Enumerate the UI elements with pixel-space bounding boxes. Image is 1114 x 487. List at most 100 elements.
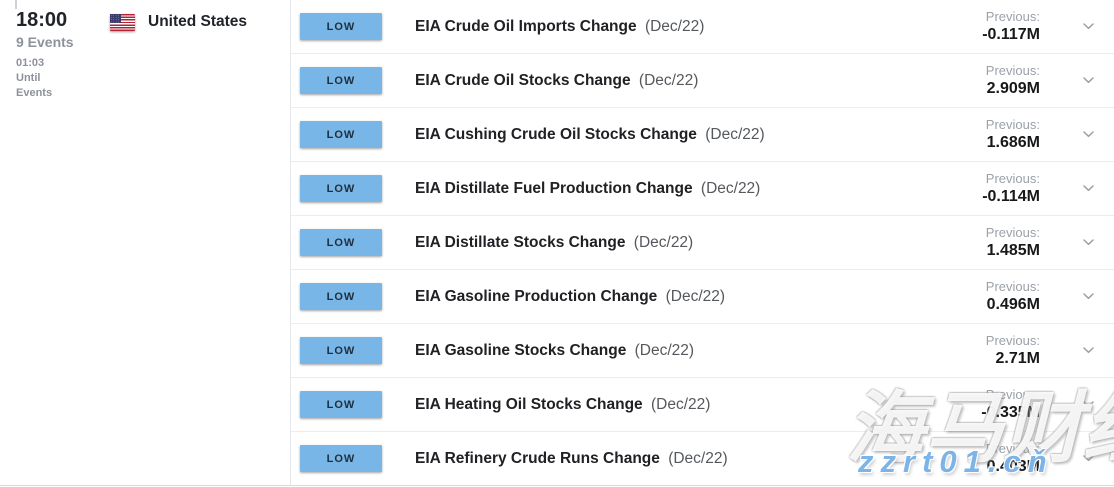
event-title: EIA Heating Oil Stocks Change xyxy=(415,395,643,413)
event-row[interactable]: LOW EIA Gasoline Stocks Change (Dec/22) … xyxy=(291,324,1114,378)
expand-row-button[interactable] xyxy=(1062,239,1114,246)
event-title-wrap: EIA Refinery Crude Runs Change (Dec/22) xyxy=(415,450,728,468)
impact-badge: LOW xyxy=(300,283,382,310)
previous-value: -0.114M xyxy=(982,188,1040,205)
event-period: (Dec/22) xyxy=(634,341,695,359)
impact-badge: LOW xyxy=(300,175,382,202)
event-row[interactable]: LOW EIA Cushing Crude Oil Stocks Change … xyxy=(291,108,1114,162)
impact-badge: LOW xyxy=(300,391,382,418)
event-title: EIA Gasoline Stocks Change xyxy=(415,341,627,359)
previous-block: Previous: 1.485M xyxy=(986,225,1062,260)
countdown-time: 01:03 xyxy=(16,57,45,69)
events-count: 9 Events xyxy=(16,34,74,50)
previous-value: 1.485M xyxy=(986,242,1040,259)
event-title: EIA Cushing Crude Oil Stocks Change xyxy=(415,125,697,143)
impact-badge: LOW xyxy=(300,229,382,256)
chevron-down-icon xyxy=(1082,77,1094,84)
event-title: EIA Distillate Stocks Change xyxy=(415,233,626,251)
previous-block: Previous: 1.686M xyxy=(986,117,1062,152)
event-title: EIA Distillate Fuel Production Change xyxy=(415,179,693,197)
event-title-wrap: EIA Gasoline Stocks Change (Dec/22) xyxy=(415,342,694,360)
event-period: (Dec/22) xyxy=(668,449,728,467)
previous-label: Previous: xyxy=(985,387,1040,402)
previous-label: Previous: xyxy=(985,225,1040,240)
event-title-wrap: EIA Distillate Fuel Production Change (D… xyxy=(415,180,760,198)
impact-badge: LOW xyxy=(300,121,382,148)
previous-value: 2.909M xyxy=(986,80,1040,97)
previous-label: Previous: xyxy=(985,441,1040,456)
impact-badge: LOW xyxy=(300,67,382,94)
event-title: EIA Refinery Crude Runs Change xyxy=(415,449,660,467)
previous-block: Previous: 0.496M xyxy=(986,279,1062,314)
event-title: EIA Crude Oil Stocks Change xyxy=(415,71,631,89)
expand-row-button[interactable] xyxy=(1062,77,1114,84)
event-title-wrap: EIA Cushing Crude Oil Stocks Change (Dec… xyxy=(415,126,765,144)
us-flag-icon xyxy=(110,13,135,31)
expand-row-button[interactable] xyxy=(1062,401,1114,408)
previous-value: 0.403M xyxy=(986,458,1040,475)
previous-block: Previous: -0.335M xyxy=(981,387,1062,422)
previous-block: Previous: 2.71M xyxy=(986,333,1062,368)
event-row[interactable]: LOW EIA Distillate Stocks Change (Dec/22… xyxy=(291,216,1114,270)
event-title-wrap: EIA Crude Oil Imports Change (Dec/22) xyxy=(415,18,704,36)
event-period: (Dec/22) xyxy=(665,287,726,305)
countdown-events-label: Events xyxy=(16,87,53,99)
expand-row-button[interactable] xyxy=(1062,347,1114,354)
event-period: (Dec/22) xyxy=(633,233,694,251)
events-list: LOW EIA Crude Oil Imports Change (Dec/22… xyxy=(291,0,1114,486)
impact-badge: LOW xyxy=(300,445,382,472)
expand-row-button[interactable] xyxy=(1062,293,1114,300)
timeline-tick xyxy=(15,0,17,9)
previous-value: -0.117M xyxy=(982,26,1040,43)
expand-row-button[interactable] xyxy=(1062,23,1114,30)
country-name: United States xyxy=(148,13,248,30)
previous-label: Previous: xyxy=(985,117,1040,132)
chevron-down-icon xyxy=(1082,293,1094,300)
event-row[interactable]: LOW EIA Refinery Crude Runs Change (Dec/… xyxy=(291,432,1114,486)
event-row[interactable]: LOW EIA Crude Oil Stocks Change (Dec/22)… xyxy=(291,54,1114,108)
chevron-down-icon xyxy=(1082,347,1094,354)
event-period: (Dec/22) xyxy=(638,71,699,89)
expand-row-button[interactable] xyxy=(1062,455,1114,462)
chevron-down-icon xyxy=(1082,455,1094,462)
previous-value: -0.335M xyxy=(981,404,1040,421)
impact-badge: LOW xyxy=(300,13,382,40)
chevron-down-icon xyxy=(1082,131,1094,138)
previous-block: Previous: -0.117M xyxy=(982,9,1062,44)
previous-value: 1.686M xyxy=(986,134,1040,151)
event-period: (Dec/22) xyxy=(650,395,711,413)
country-header: United States xyxy=(110,13,247,31)
previous-value: 0.496M xyxy=(986,296,1040,313)
previous-block: Previous: 0.403M xyxy=(986,441,1062,476)
previous-value: 2.71M xyxy=(995,350,1040,367)
event-title-wrap: EIA Gasoline Production Change (Dec/22) xyxy=(415,288,725,306)
event-period: (Dec/22) xyxy=(705,125,765,143)
event-title-wrap: EIA Heating Oil Stocks Change (Dec/22) xyxy=(415,396,710,414)
event-period: (Dec/22) xyxy=(700,179,761,197)
previous-block: Previous: 2.909M xyxy=(986,63,1062,98)
sidebar-divider xyxy=(290,0,291,485)
countdown-until-label: Until xyxy=(16,72,41,84)
event-title: EIA Gasoline Production Change xyxy=(415,287,658,305)
expand-row-button[interactable] xyxy=(1062,185,1114,192)
event-title: EIA Crude Oil Imports Change xyxy=(415,17,637,35)
event-row[interactable]: LOW EIA Gasoline Production Change (Dec/… xyxy=(291,270,1114,324)
event-row[interactable]: LOW EIA Crude Oil Imports Change (Dec/22… xyxy=(291,0,1114,54)
previous-label: Previous: xyxy=(985,171,1040,186)
previous-label: Previous: xyxy=(985,63,1040,78)
group-time: 18:00 xyxy=(16,9,68,31)
chevron-down-icon xyxy=(1082,239,1094,246)
expand-row-button[interactable] xyxy=(1062,131,1114,138)
previous-label: Previous: xyxy=(985,279,1040,294)
event-row[interactable]: LOW EIA Heating Oil Stocks Change (Dec/2… xyxy=(291,378,1114,432)
event-title-wrap: EIA Distillate Stocks Change (Dec/22) xyxy=(415,234,693,252)
previous-label: Previous: xyxy=(985,9,1040,24)
chevron-down-icon xyxy=(1082,401,1094,408)
event-period: (Dec/22) xyxy=(644,17,705,35)
event-row[interactable]: LOW EIA Distillate Fuel Production Chang… xyxy=(291,162,1114,216)
previous-block: Previous: -0.114M xyxy=(982,171,1062,206)
time-group-sidebar: 18:00 9 Events 01:03 Until Events United… xyxy=(0,0,290,487)
impact-badge: LOW xyxy=(300,337,382,364)
chevron-down-icon xyxy=(1082,23,1094,30)
